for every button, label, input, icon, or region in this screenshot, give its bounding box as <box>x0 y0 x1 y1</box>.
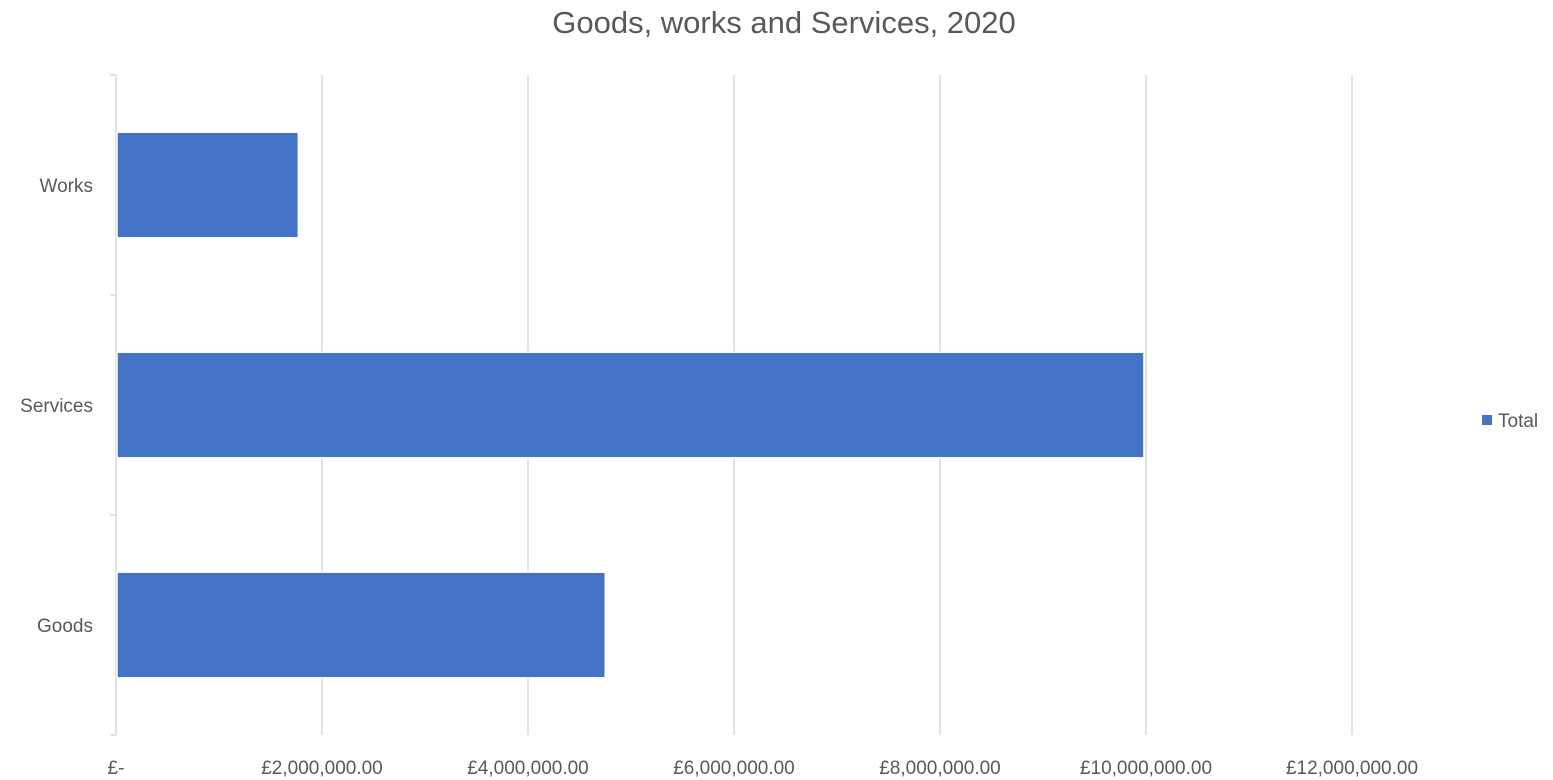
x-tick-label: £10,000,000.00 <box>1080 758 1212 779</box>
bar-goods <box>116 571 606 679</box>
x-tick-label: £12,000,000.00 <box>1286 758 1418 779</box>
x-tick-label: £6,000,000.00 <box>673 758 795 779</box>
x-tick-label: £2,000,000.00 <box>261 758 383 779</box>
chart-title: Goods, works and Services, 2020 <box>552 5 1016 40</box>
x-tick-label: £8,000,000.00 <box>879 758 1001 779</box>
bar-services <box>116 351 1145 459</box>
category-labels: Works Services Goods <box>20 176 93 637</box>
legend: Total <box>1482 411 1538 432</box>
bar-works <box>116 131 300 239</box>
x-tick-label: £- <box>108 758 125 779</box>
legend-swatch-total <box>1482 415 1492 425</box>
category-label-services: Services <box>20 396 93 417</box>
x-axis-tick-labels: £- £2,000,000.00 £4,000,000.00 £6,000,000.0… <box>108 758 1418 779</box>
x-tick-label: £4,000,000.00 <box>467 758 589 779</box>
category-label-works: Works <box>40 176 93 197</box>
legend-label-total: Total <box>1498 411 1538 432</box>
category-label-goods: Goods <box>37 616 93 637</box>
category-axis <box>110 74 117 736</box>
bars <box>116 131 1145 679</box>
